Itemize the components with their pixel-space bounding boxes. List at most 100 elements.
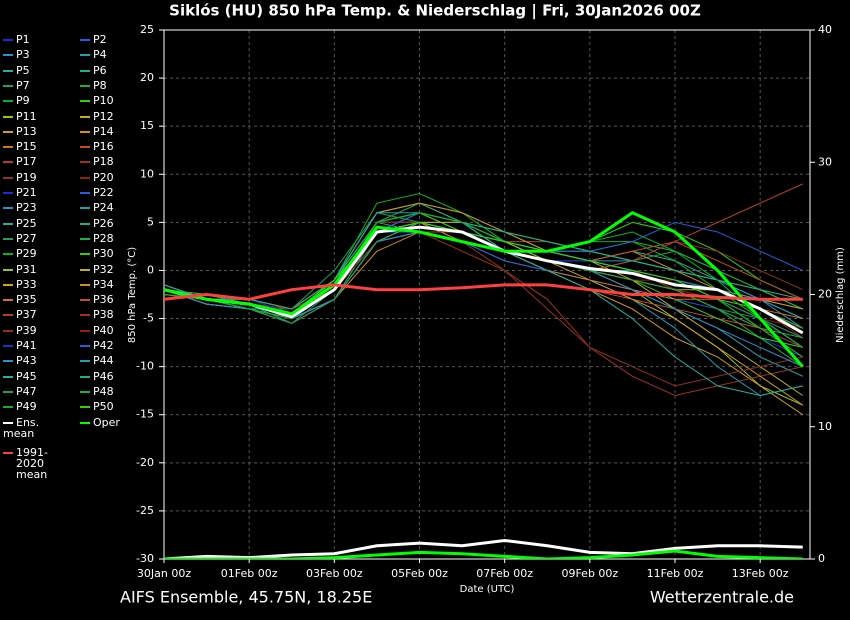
legend-label: P14 (93, 124, 114, 138)
legend-label: P10 (93, 94, 114, 108)
temp-line (164, 221, 804, 339)
y-axis-label: 850 hPa Temp. (°C) (127, 247, 138, 343)
x-tick-label: 03Feb 00z (306, 567, 363, 580)
legend-label: P29 (16, 247, 37, 261)
legend-item: P20 (80, 172, 150, 183)
legend-label: P41 (16, 339, 37, 352)
legend-item: 1991-2020 mean (3, 447, 75, 480)
legend-label: P2 (93, 33, 107, 46)
legend-swatch (3, 130, 13, 133)
legend-label: P21 (16, 186, 37, 199)
legend-label: P36 (93, 293, 114, 307)
legend-label: P37 (16, 308, 37, 322)
y-tick-label: 20 (140, 71, 154, 84)
legend-swatch (80, 390, 90, 393)
temp-line (164, 212, 803, 348)
legend-label: P13 (16, 124, 37, 138)
legend-label: P34 (93, 277, 114, 291)
legend-item: P22 (80, 187, 150, 198)
legend-swatch (80, 146, 90, 149)
legend-label: P30 (93, 247, 114, 261)
legend-item: P28 (80, 233, 150, 244)
x-tick-label: 07Feb 00z (476, 567, 533, 580)
legend-swatch (3, 161, 13, 164)
legend-swatch (3, 314, 13, 317)
legend-item: P19 (3, 172, 73, 183)
legend-item: P16 (80, 141, 150, 152)
legend-label: P8 (93, 78, 107, 92)
legend-item: P30 (80, 248, 150, 259)
legend-label: P26 (93, 216, 114, 230)
legend-swatch (3, 207, 13, 210)
y-tick-label: 25 (140, 23, 154, 36)
legend-swatch (80, 100, 90, 103)
legend-item: P35 (3, 294, 73, 305)
legend-swatch (80, 314, 90, 317)
legend-label: P15 (16, 140, 37, 154)
legend-label: P39 (16, 323, 37, 337)
legend-item: P13 (3, 126, 73, 137)
legend-swatch (3, 115, 13, 118)
legend-item: P6 (80, 65, 150, 76)
legend-item: P43 (3, 355, 73, 366)
legend-item: P42 (80, 340, 150, 351)
legend-swatch (3, 69, 13, 72)
legend-item: P46 (80, 371, 150, 382)
legend-swatch (3, 375, 13, 378)
plot-area (164, 183, 804, 559)
legend-item: P7 (3, 80, 73, 91)
y2-axis-label: Niederschlag (mm) (835, 247, 846, 343)
y-tick-label: 0 (147, 263, 154, 276)
legend-item: P49 (3, 401, 73, 412)
legend-item: P36 (80, 294, 150, 305)
legend-swatch (80, 192, 90, 194)
legend-label: P44 (93, 354, 114, 368)
legend-swatch (80, 283, 90, 286)
legend-item: P40 (80, 325, 150, 336)
legend-swatch (80, 69, 90, 72)
legend-label: P17 (16, 155, 37, 169)
legend-item: P3 (3, 49, 73, 60)
legend-label: P12 (93, 109, 114, 123)
legend-label: P16 (93, 140, 114, 154)
legend-item: P12 (80, 111, 150, 122)
legend-swatch (80, 375, 90, 378)
x-tick-label: 05Feb 00z (391, 567, 448, 580)
y2-tick-label: 10 (818, 420, 832, 433)
legend-swatch (3, 146, 13, 149)
temp-line (164, 221, 803, 315)
legend-label: P20 (93, 170, 114, 184)
legend-label: P43 (16, 354, 37, 368)
chart-title: Siklós (HU) 850 hPa Temp. & Niederschlag… (169, 2, 701, 21)
legend-item: P48 (80, 386, 150, 397)
legend-label: P27 (16, 231, 37, 245)
legend-item: P45 (3, 371, 73, 382)
legend-swatch (3, 222, 13, 225)
legend-label: P18 (93, 155, 114, 169)
legend-item: P24 (80, 202, 150, 213)
legend-swatch (80, 345, 90, 347)
legend-label: P47 (16, 384, 37, 398)
legend-item: P10 (80, 95, 150, 106)
legend-item: P32 (80, 264, 150, 275)
y-tick-label: -30 (136, 552, 154, 565)
legend-swatch (3, 421, 13, 424)
x-tick-label: 09Feb 00z (561, 567, 618, 580)
legend-swatch (3, 283, 13, 286)
legend-swatch (3, 390, 13, 393)
y-tick-label: -5 (143, 312, 154, 325)
legend-swatch (3, 253, 13, 256)
plot-frame (163, 29, 811, 560)
x-tick-label: 30Jan 00z (137, 567, 191, 580)
legend-label: P3 (16, 48, 30, 62)
y-tick-label: -25 (136, 504, 154, 517)
legend-item: P14 (80, 126, 150, 137)
temp-line (164, 221, 803, 315)
legend-item: P21 (3, 187, 73, 198)
y-tick-label: 15 (140, 119, 154, 132)
legend-item: P34 (80, 279, 150, 290)
legend-swatch (80, 130, 90, 133)
legend-item: P9 (3, 95, 73, 106)
